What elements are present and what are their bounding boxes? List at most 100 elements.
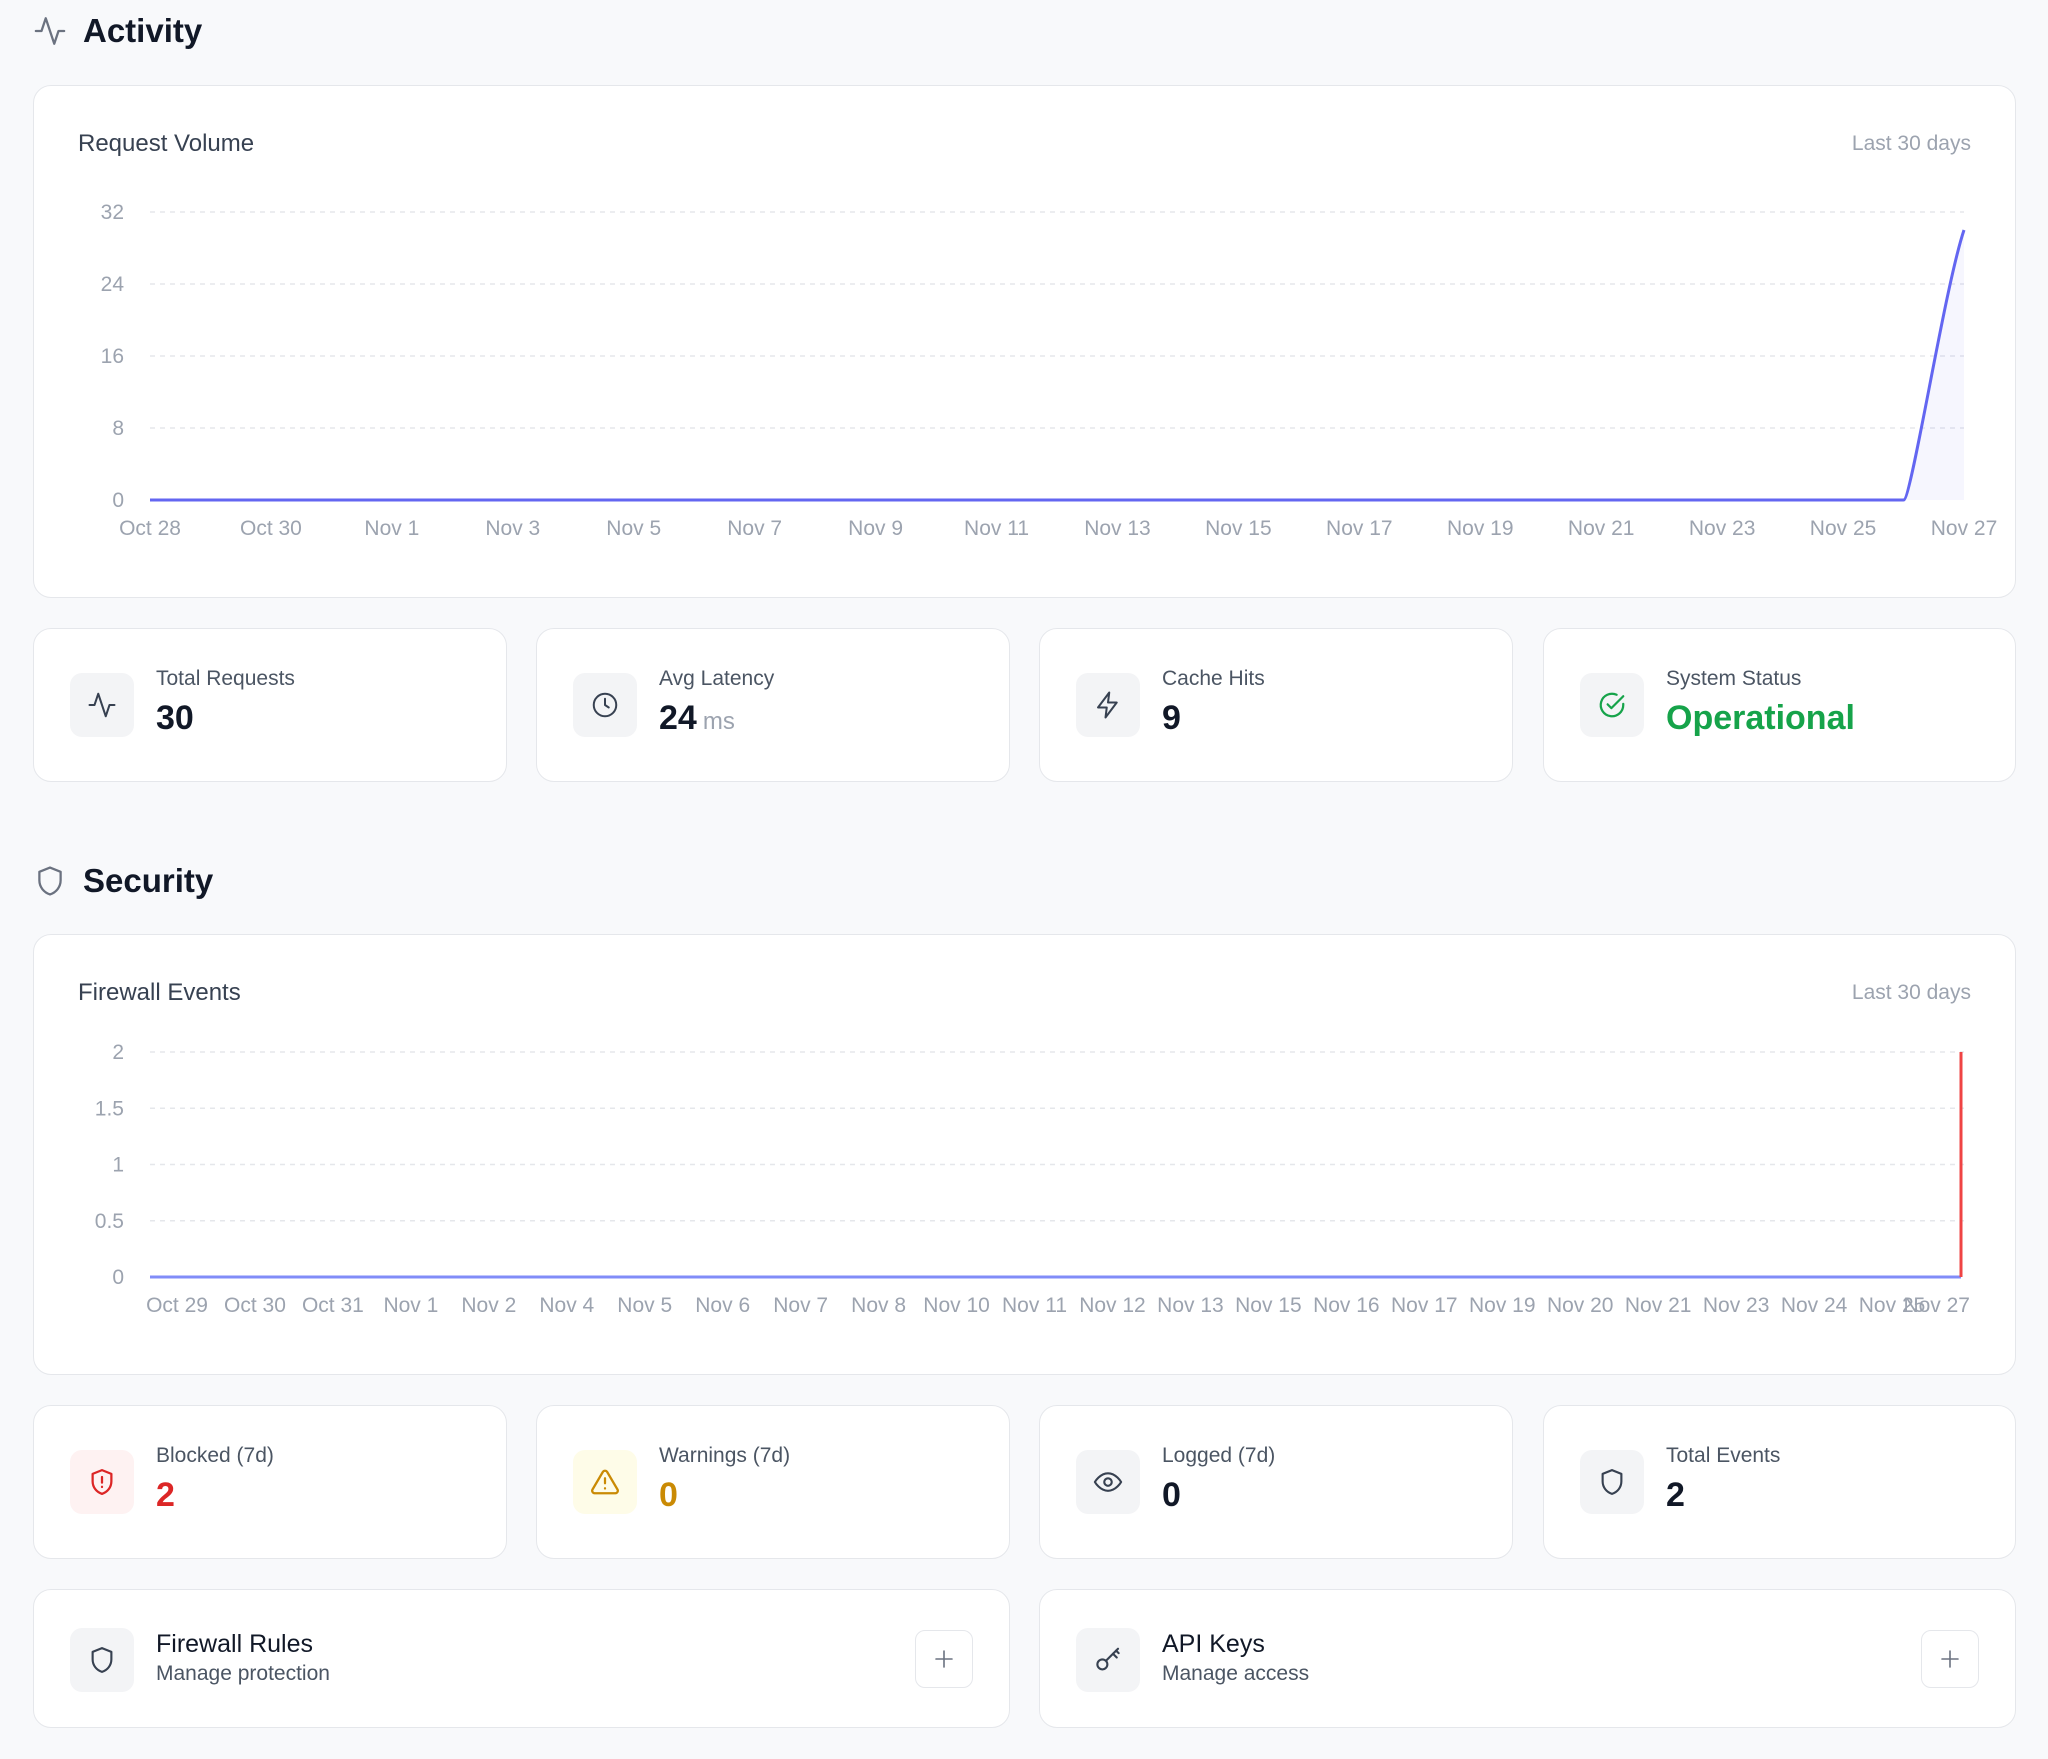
- stat-value: 24 ms: [659, 699, 735, 737]
- x-tick-label: Nov 12: [1079, 1294, 1146, 1317]
- request-volume-chart: 0 8 16 24 32 Oct 28 Oct 30 Nov 1 Nov 3 Nov 5 Nov 7…: [101, 201, 1998, 540]
- x-tick-label: Nov 8: [851, 1294, 906, 1317]
- plus-icon: [935, 1650, 953, 1668]
- plus-icon: [1941, 1650, 1959, 1668]
- x-tick-label: Nov 15: [1205, 517, 1272, 540]
- stat-label: Blocked (7d): [156, 1444, 274, 1467]
- stat-value: 9: [1162, 699, 1181, 737]
- x-tick-label: Oct 30: [240, 517, 302, 540]
- x-tick-label: Oct 31: [302, 1294, 364, 1317]
- activity-title: Activity: [83, 12, 203, 49]
- zap-icon-box: [1076, 673, 1140, 737]
- stat-system-status: System Status Operational: [1543, 628, 2016, 782]
- clock-icon: [592, 692, 618, 718]
- x-tick-label: Nov 9: [848, 517, 903, 540]
- x-tick-label: Nov 23: [1703, 1294, 1770, 1317]
- key-icon: [1096, 1647, 1120, 1671]
- zap-icon: [1097, 691, 1118, 719]
- shield-icon: [38, 866, 62, 896]
- x-tick-label: Nov 21: [1625, 1294, 1692, 1317]
- x-tick-label: Nov 19: [1447, 517, 1514, 540]
- x-tick-label: Oct 29: [146, 1294, 208, 1317]
- shield-icon: [1601, 1469, 1623, 1495]
- series-line: [150, 229, 1966, 502]
- stat-label: Logged (7d): [1162, 1444, 1276, 1467]
- stat-logged: Logged (7d) 0: [1039, 1405, 1513, 1559]
- x-tick-label: Nov 4: [539, 1294, 594, 1317]
- eye-icon: [1093, 1472, 1123, 1492]
- firewall-events-card: Firewall Events Last 30 days 0 0.5 1 1.5 2 Oc…: [33, 934, 2016, 1375]
- firewall-events-chart: 0 0.5 1 1.5 2 Oct 29 Oct 30 Oct 31 Nov 1 Nov 2 Nov…: [95, 1041, 1970, 1317]
- eye-icon-box: [1076, 1450, 1140, 1514]
- chart-range: Last 30 days: [1851, 132, 1971, 155]
- shield-icon-box: [1580, 1450, 1644, 1514]
- stat-total-events: Total Events 2: [1543, 1405, 2016, 1559]
- x-tick-label: Nov 6: [695, 1294, 750, 1317]
- shield-alert-icon: [91, 1469, 113, 1495]
- key-icon-box: [1076, 1628, 1140, 1692]
- clock-icon-box: [573, 673, 637, 737]
- stat-value: 0: [659, 1476, 678, 1514]
- warning-icon-box: [573, 1450, 637, 1514]
- activity-icon-box: [70, 673, 134, 737]
- chart-title: Request Volume: [78, 130, 255, 157]
- add-api-key-button[interactable]: [1921, 1630, 1979, 1688]
- chart-range: Last 30 days: [1851, 981, 1971, 1004]
- chart-title: Firewall Events: [78, 979, 241, 1006]
- x-tick-label: Nov 11: [1002, 1294, 1067, 1317]
- area-fill: [150, 230, 1964, 500]
- y-tick-label: 1: [112, 1154, 124, 1177]
- x-tick-label: Nov 25: [1810, 517, 1877, 540]
- warning-triangle-icon: [591, 1469, 619, 1495]
- stat-blocked: Blocked (7d) 2: [33, 1405, 507, 1559]
- x-tick-label: Nov 2: [461, 1294, 516, 1317]
- x-tick-label: Nov 27: [1903, 1294, 1970, 1317]
- x-tick-label: Nov 21: [1568, 517, 1635, 540]
- x-tick-label: Nov 24: [1781, 1294, 1848, 1317]
- x-tick-label: Nov 11: [964, 517, 1029, 540]
- x-tick-label: Nov 13: [1157, 1294, 1224, 1317]
- stat-label: Cache Hits: [1162, 667, 1265, 690]
- x-tick-label: Nov 23: [1689, 517, 1756, 540]
- y-tick-label: 24: [101, 273, 125, 296]
- stat-avg-latency: Avg Latency 24 ms: [536, 628, 1010, 782]
- stat-warnings: Warnings (7d) 0: [536, 1405, 1010, 1559]
- add-firewall-rule-button[interactable]: [915, 1630, 973, 1688]
- check-circle-icon-box: [1580, 673, 1644, 737]
- link-title: API Keys: [1162, 1630, 1265, 1658]
- check-circle-icon: [1599, 692, 1625, 718]
- shield-icon-box: [70, 1628, 134, 1692]
- y-tick-label: 16: [101, 345, 124, 368]
- api-keys-card[interactable]: API Keys Manage access: [1039, 1589, 2016, 1728]
- y-tick-label: 0: [112, 1266, 124, 1289]
- firewall-rules-card[interactable]: Firewall Rules Manage protection: [33, 1589, 1010, 1728]
- activity-heading: Activity: [33, 12, 202, 50]
- link-title: Firewall Rules: [156, 1630, 313, 1658]
- x-tick-label: Nov 17: [1391, 1294, 1458, 1317]
- link-subtitle: Manage protection: [156, 1662, 330, 1685]
- shield-icon: [91, 1647, 113, 1673]
- x-tick-label: Oct 30: [224, 1294, 286, 1317]
- x-tick-label: Nov 10: [923, 1294, 990, 1317]
- status-value: Operational: [1666, 699, 1855, 737]
- link-subtitle: Manage access: [1162, 1662, 1310, 1685]
- x-tick-label: Nov 17: [1326, 517, 1393, 540]
- x-tick-label: Nov 3: [485, 517, 540, 540]
- y-tick-label: 0.5: [95, 1210, 124, 1233]
- y-tick-label: 8: [112, 417, 124, 440]
- stat-label: System Status: [1666, 667, 1802, 690]
- shield-alert-icon-box: [70, 1450, 134, 1514]
- x-tick-label: Nov 20: [1547, 1294, 1614, 1317]
- x-tick-label: Nov 5: [606, 517, 661, 540]
- security-heading: Security: [33, 862, 213, 900]
- request-volume-card: Request Volume Last 30 days 0 8 16 24 32 Oct …: [33, 85, 2016, 598]
- stat-label: Total Events: [1666, 1444, 1781, 1467]
- x-tick-label: Nov 27: [1931, 517, 1998, 540]
- x-tick-label: Nov 15: [1235, 1294, 1302, 1317]
- stat-value: 2: [1666, 1476, 1685, 1514]
- x-tick-label: Nov 7: [727, 517, 782, 540]
- stat-label: Avg Latency: [659, 667, 775, 690]
- stat-value: 30: [156, 699, 194, 737]
- x-tick-label: Nov 25: [1859, 1294, 1926, 1317]
- x-tick-label: Nov 19: [1469, 1294, 1536, 1317]
